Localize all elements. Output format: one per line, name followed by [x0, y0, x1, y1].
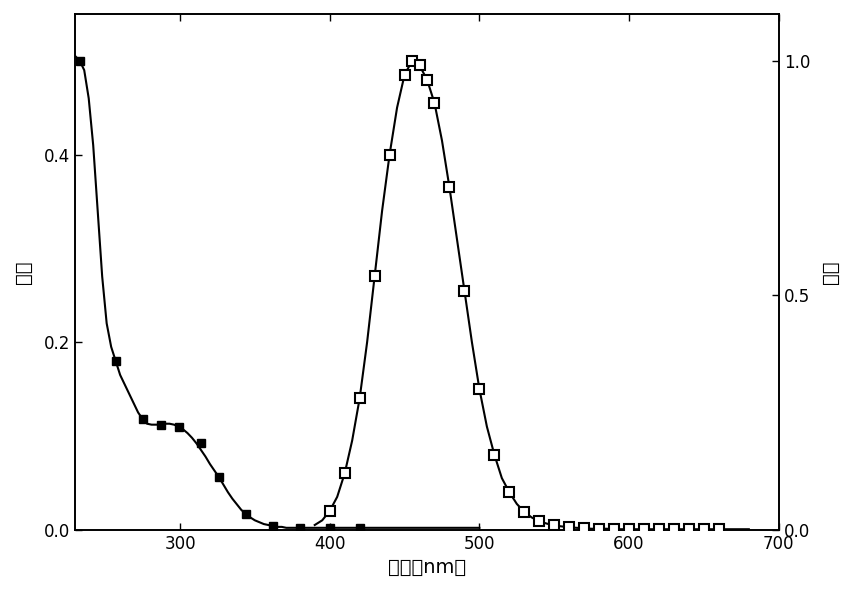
- Y-axis label: 强度: 强度: [820, 260, 839, 284]
- X-axis label: 波长（nm）: 波长（nm）: [387, 558, 466, 577]
- Y-axis label: 强度: 强度: [14, 260, 33, 284]
